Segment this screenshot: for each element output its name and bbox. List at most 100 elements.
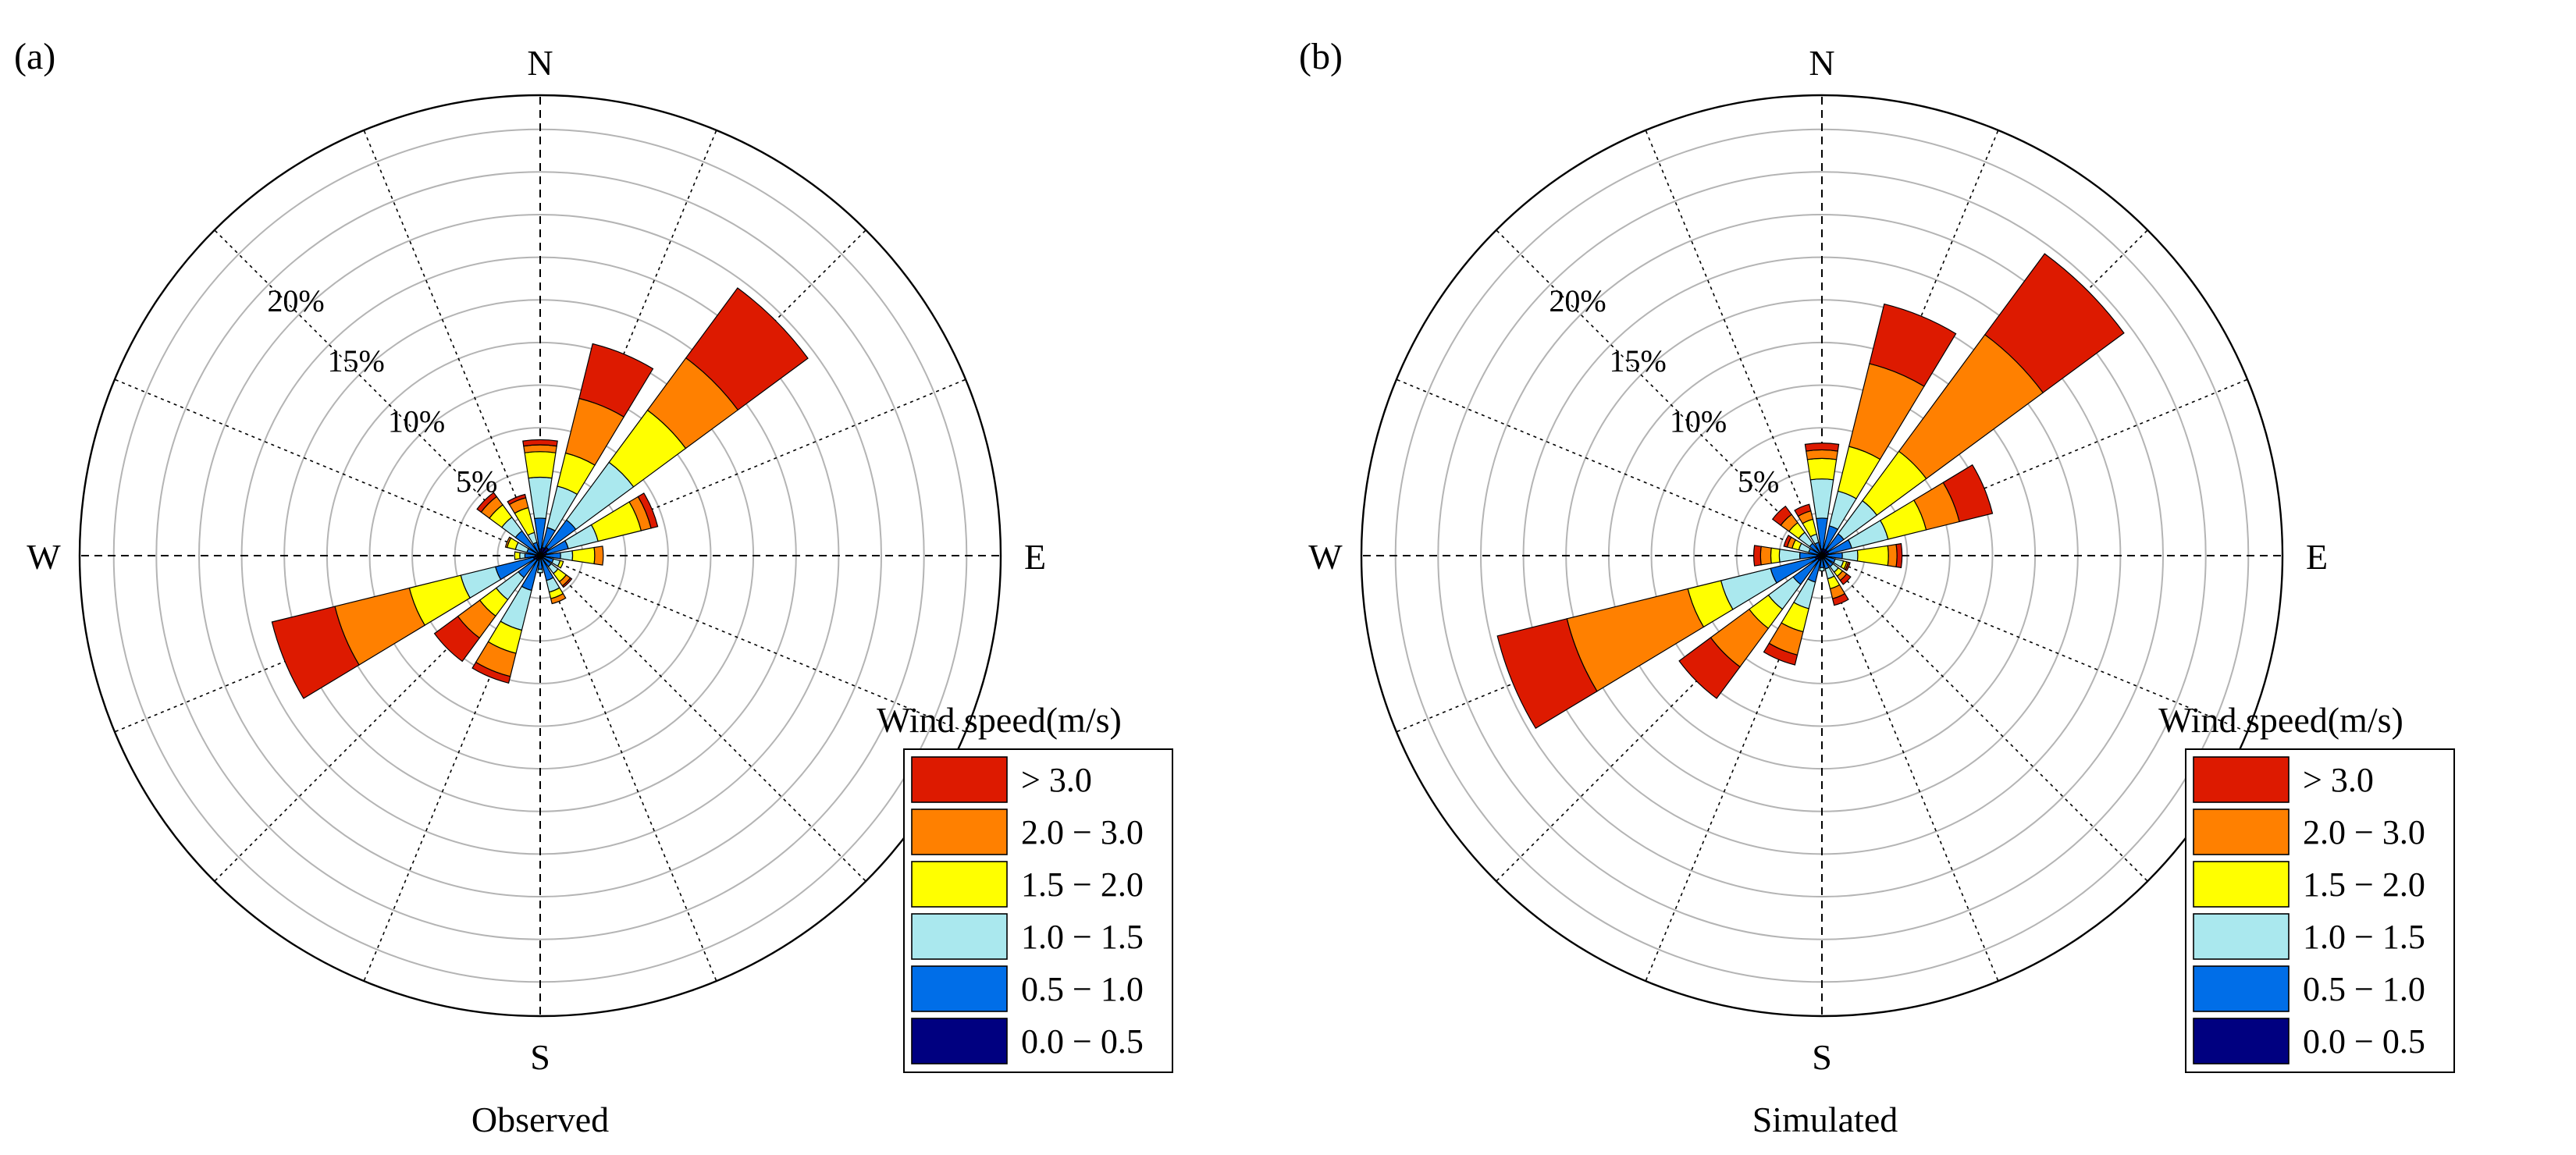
- compass-label: N: [1809, 43, 1834, 83]
- wind-bar-segment: [578, 343, 654, 418]
- wind-bar-segment: [1845, 561, 1851, 572]
- wind-bar-segment: [514, 551, 521, 560]
- wind-bar-segment: [1496, 618, 1598, 730]
- wind-bar-segment: [522, 439, 558, 447]
- wind-bar-segment: [271, 606, 360, 699]
- wind-bar-segment: [1839, 573, 1852, 585]
- grid-ring: [1650, 384, 1994, 727]
- grid-spoke: [363, 130, 541, 556]
- legend-label: > 3.0: [2303, 761, 2374, 799]
- panel-label: (b): [1299, 36, 1343, 77]
- wind-bar-segment: [1806, 449, 1838, 460]
- compass-label: S: [1812, 1037, 1832, 1077]
- legend-label: 1.5 − 2.0: [2303, 865, 2425, 904]
- radial-tick-label: 15%: [1610, 343, 1667, 378]
- grid-ring: [1480, 214, 2164, 897]
- legend-title: Wind speed(m/s): [2158, 700, 2403, 740]
- wind-bar-segment: [1841, 549, 1859, 562]
- radial-tick-label: 5%: [456, 464, 497, 499]
- compass-label: E: [2306, 537, 2328, 577]
- wind-bar-segment: [1831, 592, 1849, 606]
- legend-swatch: [2193, 808, 2290, 855]
- legend-swatch: [2193, 965, 2290, 1012]
- polar-grid: [1360, 94, 2284, 1018]
- grid-ring: [1437, 171, 2207, 940]
- legend-title: Wind speed(m/s): [877, 700, 1122, 740]
- legend-label: 1.0 − 1.5: [2303, 918, 2425, 956]
- compass-label: W: [27, 537, 61, 577]
- radial-tick-label: 15%: [328, 343, 385, 378]
- legend-label: 0.0 − 0.5: [2303, 1022, 2425, 1061]
- wind-bar-segment: [523, 444, 557, 453]
- wind-bar-segment: [1753, 545, 1762, 567]
- grid-ring: [411, 427, 669, 684]
- axis-labels: N E S W 5% 10%15%20%: [27, 43, 1046, 1077]
- wind-bar-segment: [560, 550, 574, 561]
- radial-tick-label: 5%: [1738, 464, 1779, 499]
- wind-bar-segment: [685, 287, 809, 411]
- wind-bar-segment: [528, 476, 553, 520]
- wind-bar-segment: [550, 592, 567, 605]
- compass-label: E: [1024, 537, 1046, 577]
- legend-label: 2.0 − 3.0: [1021, 813, 1144, 851]
- grid-spoke: [1821, 555, 1999, 982]
- panel-label: (a): [14, 36, 55, 77]
- wind-bar-segment: [1984, 253, 2125, 394]
- panel-title: Simulated: [1752, 1100, 1898, 1139]
- legend-swatch: [911, 861, 1008, 908]
- legend-label: 1.0 − 1.5: [1021, 918, 1144, 956]
- panel-observed: (a) N E S W 5% 10%15%20% Observed Wind speed(…: [14, 36, 1173, 1139]
- wind-bar-segment: [1887, 543, 1898, 568]
- wind-bar-segment: [1759, 546, 1772, 566]
- panel-simulated: (b) N E S W 5% 10%15%20% Simulated Wind speed…: [1299, 36, 2455, 1139]
- legend-label: 0.0 − 0.5: [1021, 1022, 1144, 1061]
- legend-label: 1.5 − 2.0: [1021, 865, 1144, 904]
- grid-ring: [1693, 427, 1951, 684]
- legend-swatch: [911, 756, 1008, 803]
- legend-swatch: [911, 913, 1008, 960]
- grid-spoke: [539, 555, 717, 982]
- wind-bar-segment: [524, 451, 557, 479]
- wind-bar-segment: [557, 560, 564, 569]
- wind-bar-segment: [1856, 545, 1889, 567]
- wind-bar-segment: [1783, 535, 1792, 548]
- legend: Wind speed(m/s) > 3.0 2.0 − 3.0 1.5 − 2.0 1.…: [877, 700, 1173, 1073]
- outer-ring: [78, 94, 1002, 1018]
- axis-labels: N E S W 5% 10%15%20%: [1308, 43, 2328, 1077]
- legend-label: > 3.0: [1021, 761, 1092, 799]
- grid-ring: [368, 384, 712, 727]
- wind-bar-segment: [507, 493, 527, 506]
- compass-label: N: [527, 43, 553, 83]
- radial-tick-label: 20%: [1549, 283, 1606, 318]
- legend-swatch: [2193, 913, 2290, 960]
- wind-bar-segment: [1895, 542, 1903, 569]
- radial-tick-label: 10%: [1670, 404, 1727, 439]
- legend: Wind speed(m/s) > 3.0 2.0 − 3.0 1.5 − 2.0 1.…: [2158, 700, 2455, 1073]
- legend-swatch: [2193, 1018, 2290, 1064]
- panel-title: Observed: [471, 1100, 609, 1139]
- outer-ring: [1360, 94, 2284, 1018]
- legend-swatch: [911, 965, 1008, 1012]
- radial-tick-label: 20%: [267, 283, 324, 318]
- wind-bar-segment: [1819, 567, 1825, 572]
- wind-bar-segment: [1770, 547, 1781, 564]
- polar-grid: [78, 94, 1002, 1018]
- grid-ring: [198, 214, 882, 897]
- legend-swatch: [2193, 756, 2290, 803]
- wind-bar-segment: [504, 536, 512, 549]
- wind-bar-segment: [1804, 442, 1840, 452]
- wind-bar-segment: [476, 492, 498, 514]
- wind-bar-segment: [1763, 642, 1799, 666]
- grid-ring: [155, 171, 925, 940]
- wind-bar-segment: [561, 577, 573, 588]
- legend-swatch: [2193, 861, 2290, 908]
- compass-label: W: [1308, 537, 1343, 577]
- compass-label: S: [530, 1037, 550, 1077]
- wind-bars: [271, 287, 809, 699]
- grid-spoke: [1645, 130, 1823, 556]
- wind-bar-segment: [1806, 457, 1838, 481]
- wind-bar-segment: [1678, 637, 1741, 699]
- legend-label: 0.5 − 1.0: [1021, 970, 1144, 1008]
- wind-bar-segment: [537, 568, 543, 574]
- legend-label: 0.5 − 1.0: [2303, 970, 2425, 1008]
